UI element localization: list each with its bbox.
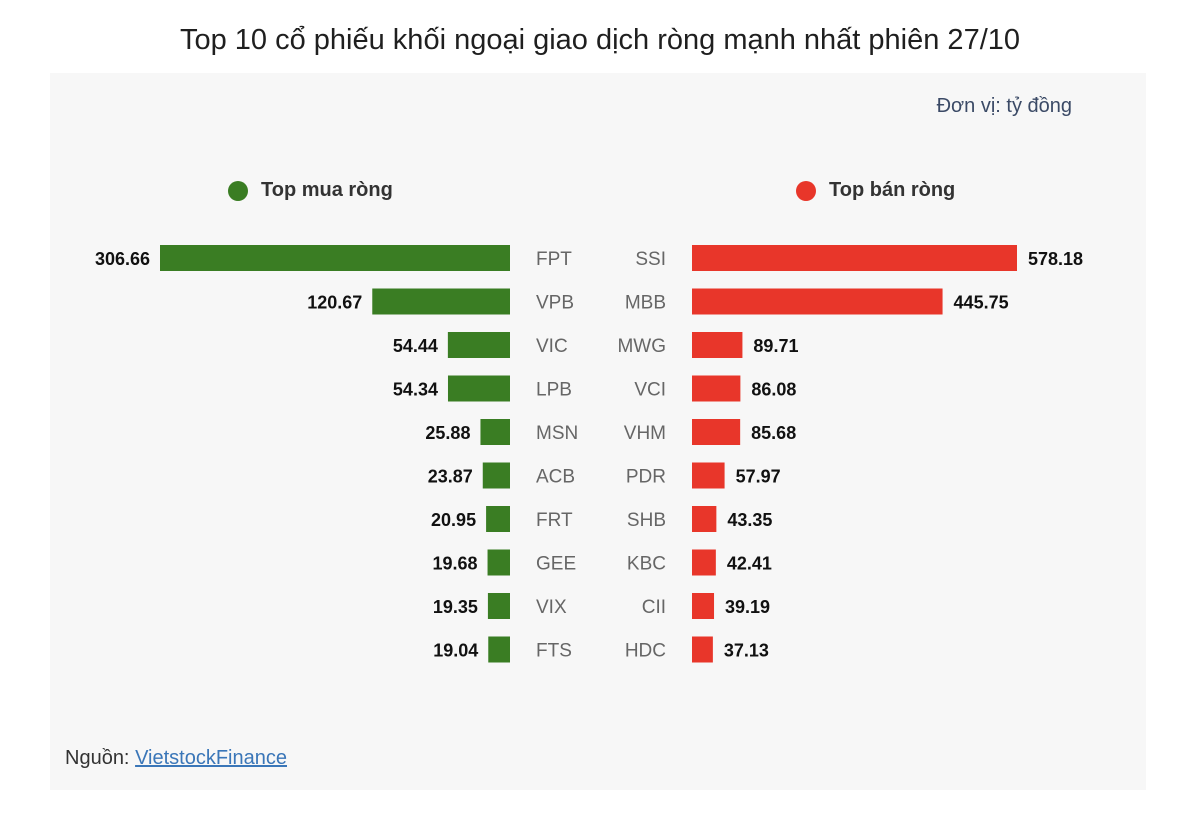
sell-value-label: 57.97 xyxy=(736,467,781,487)
buy-value-label: 25.88 xyxy=(425,423,470,443)
sell-bar xyxy=(692,462,725,489)
sell-ticker-label: SSI xyxy=(635,249,666,270)
buy-bar xyxy=(372,288,510,315)
buy-ticker-label: MSN xyxy=(536,423,578,444)
buy-bar xyxy=(480,419,510,445)
buy-bar xyxy=(487,593,510,619)
sell-value-label: 578.18 xyxy=(1028,249,1083,269)
buy-ticker-label: ACB xyxy=(536,467,575,488)
buy-bar xyxy=(160,245,510,271)
buy-bar xyxy=(487,549,510,576)
sell-value-label: 39.19 xyxy=(725,597,770,617)
source-link[interactable]: VietstockFinance xyxy=(135,747,287,769)
buy-value-label: 54.44 xyxy=(393,336,438,356)
sell-bar xyxy=(692,245,1017,271)
sell-ticker-label: VHM xyxy=(624,423,666,444)
buy-ticker-label: LPB xyxy=(536,380,572,401)
sell-bar xyxy=(692,332,743,358)
legend-sell-dot xyxy=(796,180,816,201)
sell-bar xyxy=(692,636,713,663)
buy-ticker-label: FPT xyxy=(536,249,572,270)
sell-ticker-label: KBC xyxy=(627,554,666,575)
legend-sell-label: Top bán ròng xyxy=(829,179,956,201)
sell-ticker-label: VCI xyxy=(634,380,666,401)
buy-value-label: 19.35 xyxy=(433,597,478,617)
buy-value-label: 20.95 xyxy=(431,510,476,530)
sell-value-label: 85.68 xyxy=(751,423,796,443)
unit-label: Đơn vị: tỷ đồng xyxy=(936,95,1072,117)
buy-value-label: 23.87 xyxy=(428,467,473,487)
chart-title: Top 10 cổ phiếu khối ngoại giao dịch ròn… xyxy=(179,24,1021,56)
buy-value-label: 19.04 xyxy=(433,641,478,661)
bar-chart: 306.66 FPT 578.18 SSI 120.67 VPB 445.75 MBB 54.4… xyxy=(95,245,1083,663)
buy-ticker-label: VIC xyxy=(536,336,568,357)
sell-bar xyxy=(692,549,716,576)
legend-buy-label: Top mua ròng xyxy=(261,179,393,201)
source-line: Nguồn: VietstockFinance xyxy=(65,747,287,770)
legend-sell: Top bán ròng xyxy=(796,179,955,202)
sell-bar xyxy=(692,288,943,315)
buy-value-label: 19.68 xyxy=(432,554,477,574)
sell-ticker-label: PDR xyxy=(626,467,666,488)
buy-value-label: 120.67 xyxy=(307,293,362,313)
source-prefix: Nguồn: xyxy=(65,747,136,769)
buy-bar xyxy=(447,375,510,402)
buy-bar xyxy=(486,506,510,532)
buy-ticker-label: FTS xyxy=(536,641,572,662)
sell-ticker-label: SHB xyxy=(627,510,666,531)
sell-value-label: 43.35 xyxy=(727,510,772,530)
buy-bar xyxy=(482,462,510,489)
sell-bar xyxy=(692,419,741,445)
sell-value-label: 37.13 xyxy=(724,641,769,661)
buy-bar xyxy=(488,636,510,663)
buy-value-label: 54.34 xyxy=(393,380,438,400)
buy-ticker-label: VIX xyxy=(536,597,567,618)
buy-ticker-label: GEE xyxy=(536,554,576,575)
sell-value-label: 42.41 xyxy=(727,554,772,574)
chart-panel: Đơn vị: tỷ đồng Top mua ròng Top bán ròn… xyxy=(50,73,1146,790)
sell-value-label: 86.08 xyxy=(751,380,796,400)
sell-value-label: 445.75 xyxy=(954,293,1009,313)
legend-buy-dot xyxy=(228,180,248,201)
sell-ticker-label: CII xyxy=(642,597,666,618)
sell-ticker-label: HDC xyxy=(625,641,666,662)
sell-value-label: 89.71 xyxy=(753,336,798,356)
buy-ticker-label: FRT xyxy=(536,510,573,531)
sell-bar xyxy=(692,506,717,532)
buy-ticker-label: VPB xyxy=(536,293,574,314)
sell-bar xyxy=(692,375,741,402)
sell-bar xyxy=(692,593,715,619)
sell-ticker-label: MBB xyxy=(625,293,666,314)
sell-ticker-label: MWG xyxy=(617,336,666,357)
buy-bar xyxy=(447,332,510,358)
legend-buy: Top mua ròng xyxy=(228,179,393,202)
buy-value-label: 306.66 xyxy=(95,249,150,269)
